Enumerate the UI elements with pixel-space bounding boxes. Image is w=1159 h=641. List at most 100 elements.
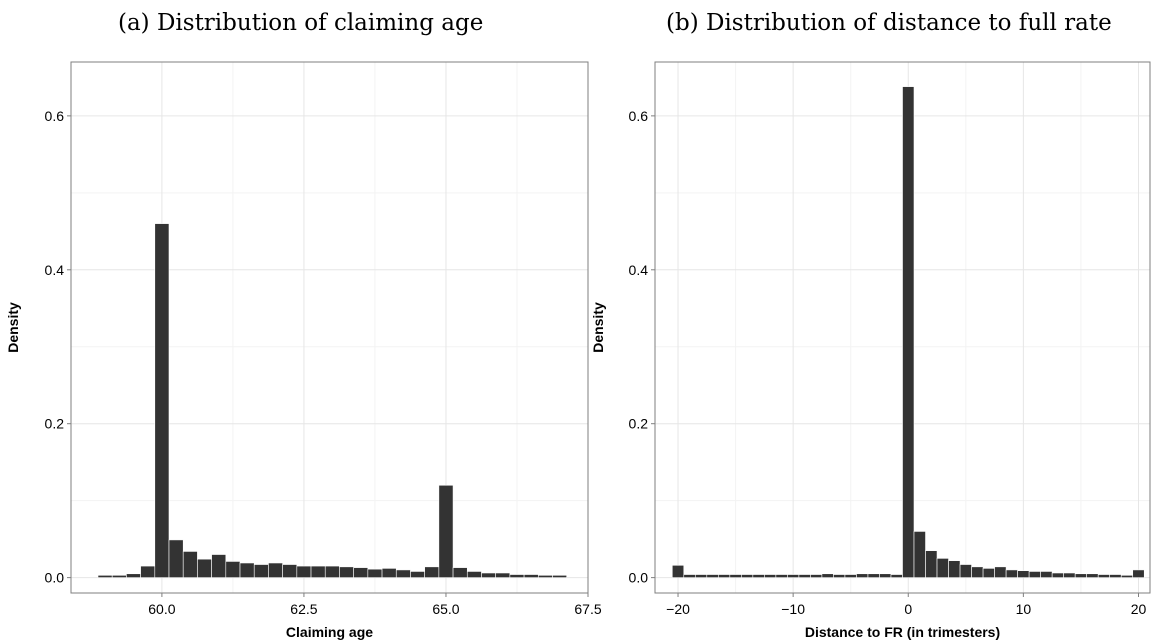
histogram-bar	[509, 574, 525, 578]
histogram-bar	[523, 574, 539, 578]
histogram-bar	[867, 573, 880, 578]
histogram-bar	[752, 574, 765, 578]
histogram-bar	[971, 566, 984, 578]
panel-border	[654, 61, 1151, 594]
histogram-bar	[833, 574, 846, 578]
histogram-bar	[683, 574, 696, 578]
histogram-bar	[879, 573, 892, 578]
histogram-bar	[268, 562, 283, 578]
histogram-bar	[339, 566, 354, 578]
bars-a	[97, 223, 567, 578]
histogram-bar	[810, 574, 823, 578]
histogram-bar	[764, 574, 777, 578]
histogram-bar	[310, 565, 326, 578]
bars-b	[671, 86, 1145, 578]
y-tick-label: 0.6	[45, 108, 65, 124]
histogram-bar	[913, 531, 926, 578]
x-tick-label: 0	[904, 601, 912, 617]
histogram-bar	[671, 564, 685, 578]
histogram-bar	[982, 568, 995, 578]
histogram-bar	[1028, 571, 1041, 578]
histogram-bar	[1086, 573, 1099, 578]
histogram-bar	[126, 573, 141, 578]
y-axis-title: Density	[5, 302, 21, 353]
histogram-bar	[1005, 569, 1018, 578]
histogram-bar	[729, 574, 742, 578]
histogram-bar	[787, 574, 800, 578]
x-tick-label: −10	[781, 601, 805, 617]
histogram-bar	[481, 572, 496, 578]
histogram-bar	[821, 573, 834, 578]
histogram-bar	[211, 554, 227, 578]
histogram-bar	[353, 567, 369, 578]
histogram-bar	[1120, 574, 1134, 578]
gridlines-a	[71, 62, 589, 593]
x-tick-label: 60.0	[148, 601, 175, 617]
histogram-bar	[1074, 573, 1087, 578]
panel-b-title: (b) Distribution of distance to full rat…	[666, 10, 1112, 36]
histogram-bar	[424, 566, 440, 578]
histogram-bar	[367, 568, 383, 578]
histogram-bar	[239, 562, 255, 578]
histogram-bar	[718, 574, 731, 578]
histogram-bar	[97, 574, 113, 578]
histogram-bar	[395, 569, 411, 578]
histogram-bar	[994, 566, 1007, 578]
histogram-bar	[182, 551, 198, 578]
histogram-bar	[706, 574, 719, 578]
histogram-bar	[154, 223, 170, 578]
histogram-bar	[495, 572, 511, 578]
histogram-bar	[324, 565, 340, 578]
histogram-bar	[140, 565, 156, 578]
histogram-bar	[1109, 574, 1122, 578]
histogram-bar	[282, 564, 298, 578]
histogram-bar	[925, 550, 938, 578]
y-tick-label: 0.2	[45, 416, 65, 432]
histogram-bar	[775, 574, 788, 578]
histogram-bar	[168, 539, 184, 578]
histogram-bar	[1097, 574, 1111, 578]
histogram-bar	[466, 571, 482, 578]
histogram-bar	[410, 571, 425, 578]
panel-a-title: (a) Distribution of claiming age	[118, 10, 484, 36]
y-tick-label: 0.4	[45, 262, 65, 278]
histogram-bar	[1017, 570, 1030, 578]
histogram-bar	[381, 568, 397, 578]
histogram-bar	[798, 574, 811, 578]
histogram-bar	[902, 86, 915, 578]
histogram-bar	[296, 565, 312, 578]
histogram-bar	[694, 574, 708, 578]
histogram-bar	[253, 564, 269, 578]
x-axis-title: Claiming age	[286, 624, 373, 640]
y-tick-label: 0.0	[629, 570, 649, 586]
histogram-bar	[844, 574, 857, 578]
y-tick-label: 0.0	[45, 570, 65, 586]
histogram-bar	[948, 560, 961, 578]
y-tick-label: 0.4	[629, 262, 649, 278]
histogram-bar	[856, 573, 869, 578]
x-tick-label: 10	[1016, 601, 1032, 617]
x-tick-label: 65.0	[432, 601, 459, 617]
panel-b: −20 −10 0 10 20 0.0 0.2 0.4 0.6 Distance to FR (i…	[590, 61, 1151, 640]
panel-a: 60.0 62.5 65.0 67.5 0.0 0.2 0.4 0.6 Claiming age…	[5, 61, 602, 640]
histogram-bar	[936, 558, 949, 578]
histogram-bar	[537, 574, 553, 578]
histogram-bar	[1040, 571, 1053, 578]
y-tick-label: 0.2	[629, 416, 649, 432]
panel-border	[70, 61, 589, 594]
histogram-bar	[741, 574, 754, 578]
histogram-bar	[452, 567, 468, 578]
y-tick-label: 0.6	[629, 108, 649, 124]
histogram-bar	[1051, 572, 1064, 578]
x-tick-label: 67.5	[574, 601, 601, 617]
histogram-bar	[1132, 569, 1145, 578]
x-axis-title: Distance to FR (in trimesters)	[805, 624, 1000, 640]
histogram-bar	[111, 574, 127, 578]
y-axis-title: Density	[590, 302, 606, 353]
histogram-bar	[552, 574, 567, 578]
histogram-bar	[890, 574, 903, 578]
histogram-bar	[438, 484, 454, 578]
x-tick-label: 20	[1131, 601, 1147, 617]
histogram-bar	[959, 564, 972, 578]
